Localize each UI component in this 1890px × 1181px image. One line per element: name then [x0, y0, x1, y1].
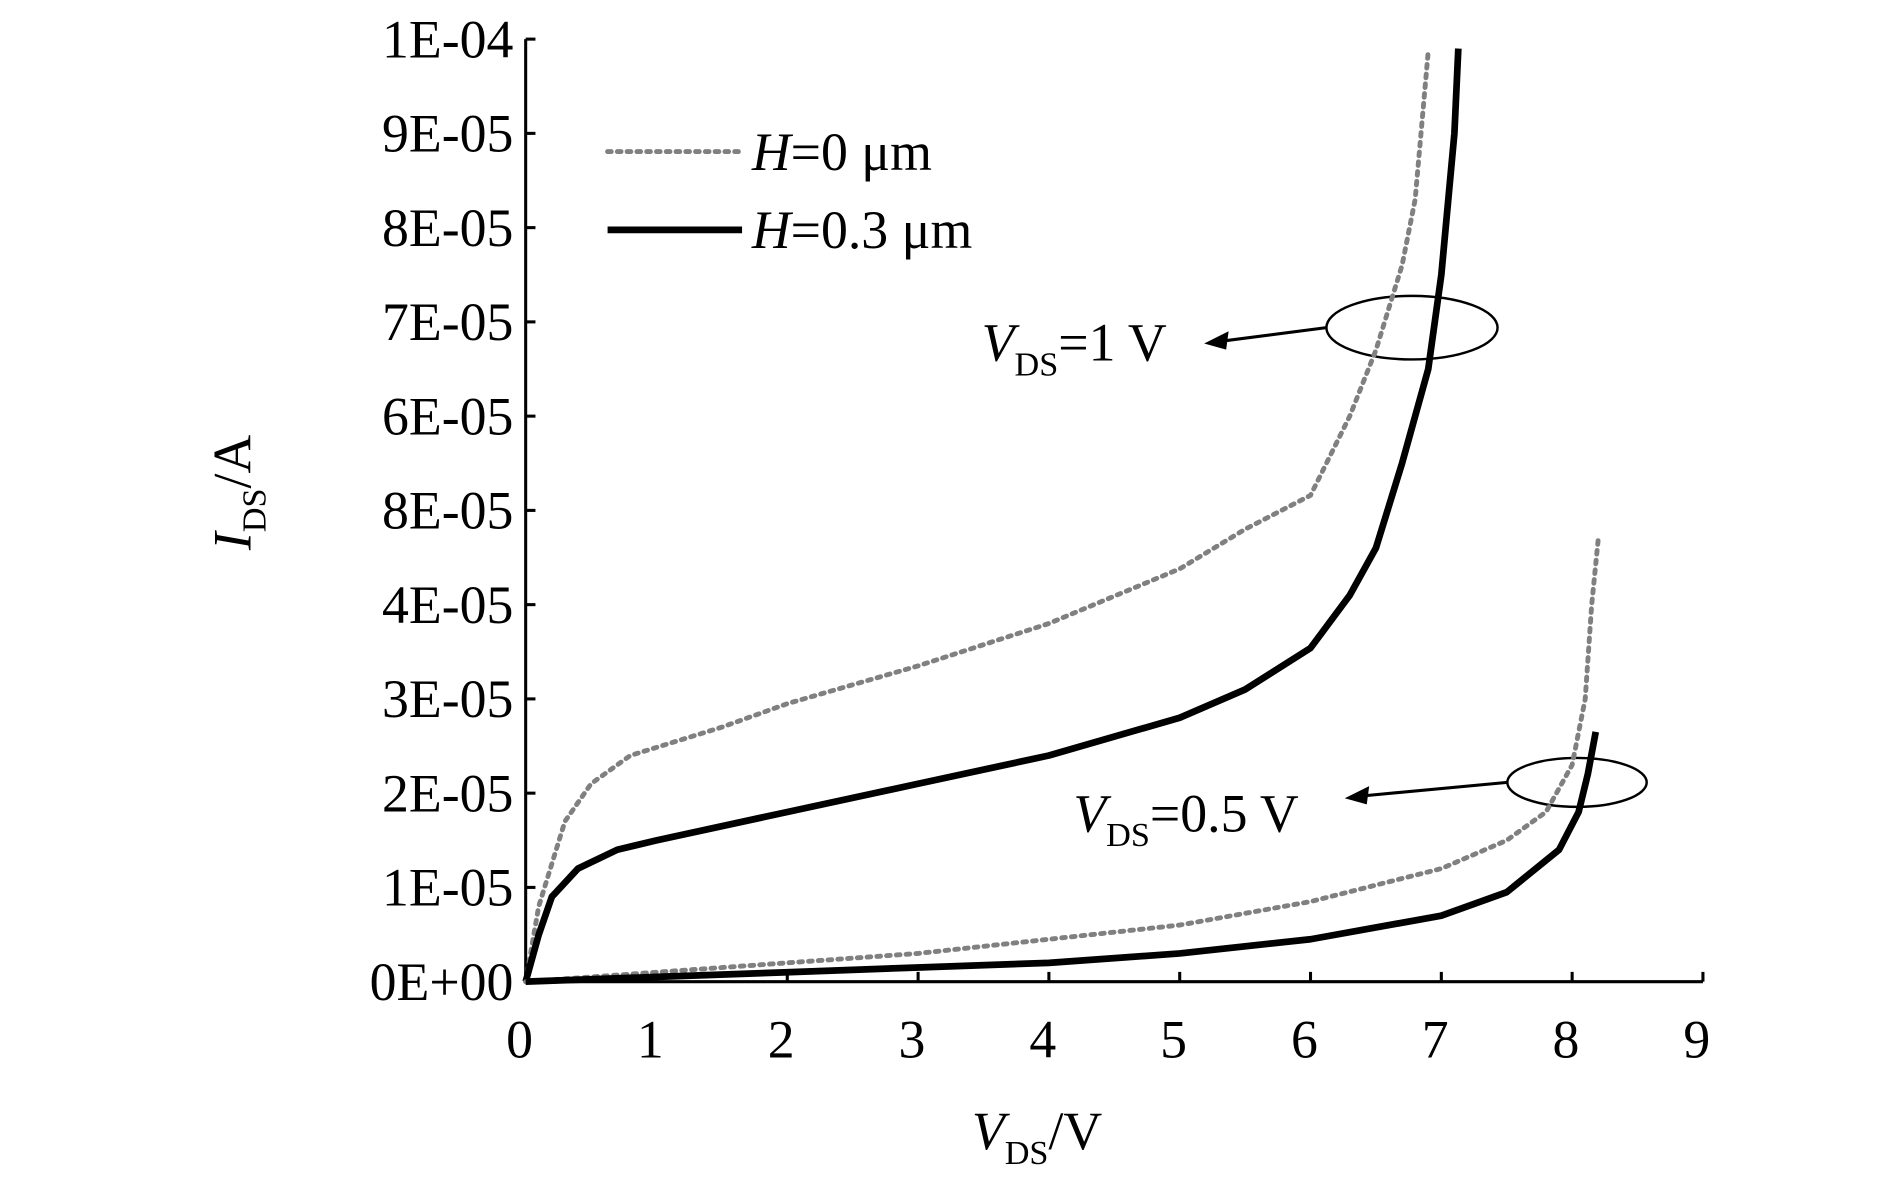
y-axis-label-sub: DS — [235, 488, 273, 532]
annotation-main: V — [982, 313, 1021, 373]
annotation-rest: =1 V — [1058, 313, 1167, 373]
x-axis-label: VDS/V — [972, 1101, 1103, 1172]
x-tick-label: 6 — [1291, 1009, 1318, 1069]
legend-label: H=0 μm — [751, 122, 932, 182]
callout-ellipse — [1325, 294, 1499, 361]
y-tick-label: 1E-04 — [382, 9, 514, 69]
x-tick-label: 3 — [899, 1009, 926, 1069]
callout-arrow — [1222, 326, 1327, 343]
y-tick-label: 7E-05 — [382, 292, 513, 352]
x-axis-label-main: V — [972, 1101, 1011, 1161]
x-tick-label: 8 — [1553, 1009, 1580, 1069]
y-tick-label: 8E-05 — [382, 481, 513, 541]
annotation-rest: =0.5 V — [1150, 783, 1299, 843]
series-line — [525, 731, 1600, 986]
y-axis-label-rest: /A — [203, 435, 263, 489]
y-tick-label: 8E-05 — [382, 198, 513, 258]
x-tick-label: 1 — [637, 1009, 664, 1069]
legend-label: H=0.3 μm — [751, 200, 972, 260]
annotation-sub: DS — [1106, 816, 1150, 854]
series-line — [523, 48, 1431, 985]
x-tick-label: 5 — [1160, 1009, 1187, 1069]
y-tick-label: 0E+00 — [370, 952, 514, 1012]
series-line — [522, 48, 1462, 983]
arrow-head — [1344, 786, 1370, 805]
x-tick-label: 9 — [1683, 1009, 1710, 1069]
callout-ellipse — [1506, 756, 1648, 809]
arrow-head — [1204, 331, 1229, 350]
y-tick-label: 4E-05 — [382, 575, 513, 635]
y-tick-label: 9E-05 — [382, 104, 513, 164]
y-axis-label: IDS/A — [203, 435, 274, 552]
x-tick-label: 7 — [1422, 1009, 1449, 1069]
y-axis-label-main: I — [203, 530, 263, 551]
y-tick-label: 2E-05 — [382, 763, 513, 823]
annotation: VDS=0.5 V — [1073, 783, 1299, 854]
y-tick-label: 6E-05 — [382, 386, 513, 446]
x-tick-label: 0 — [506, 1009, 533, 1069]
annotation-sub: DS — [1015, 345, 1059, 383]
x-axis-label-rest: /V — [1048, 1101, 1102, 1161]
x-tick-label: 4 — [1029, 1009, 1056, 1069]
y-tick-label: 3E-05 — [382, 669, 513, 729]
callout-arrow — [1362, 780, 1508, 798]
annotation-main: V — [1073, 783, 1112, 843]
plot-root: 0E+00 1E-05 2E-05 3E-05 4E-05 8E-05 6E-05 7E-05… — [203, 9, 1711, 1171]
annotation: VDS=1 V — [982, 313, 1167, 384]
x-axis-label-sub: DS — [1005, 1134, 1049, 1172]
y-tick-label: 1E-05 — [382, 858, 513, 918]
series-line — [523, 536, 1601, 985]
x-tick-label: 2 — [768, 1009, 795, 1069]
